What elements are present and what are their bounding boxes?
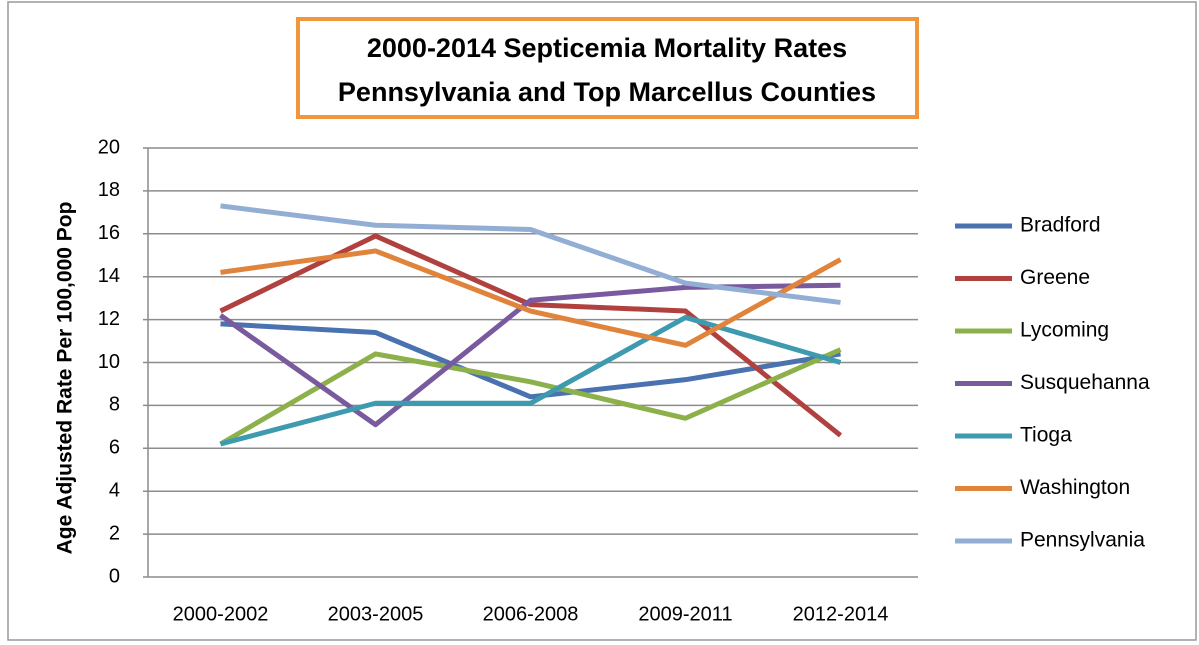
y-tick-label: 14 <box>98 265 120 287</box>
title-box <box>296 17 919 119</box>
y-tick-label: 10 <box>98 351 120 373</box>
series-line <box>219 233 843 438</box>
y-tick-label: 8 <box>109 394 120 416</box>
x-tick-label: 2003-2005 <box>328 603 424 625</box>
y-tick-label: 6 <box>109 437 120 459</box>
legend-label: Bradford <box>1020 214 1101 237</box>
y-axis-label: Age Adjusted Rate Per 100,000 Pop <box>54 202 77 555</box>
legend-label: Tioga <box>1020 424 1072 447</box>
series-line <box>220 321 841 400</box>
series-line <box>219 282 841 428</box>
x-tick-label: 2000-2002 <box>173 603 269 625</box>
y-tick-label: 16 <box>98 222 120 244</box>
legend-label: Pennsylvania <box>1020 529 1145 552</box>
legend-label: Greene <box>1020 266 1090 289</box>
legend-label: Lycoming <box>1020 319 1109 342</box>
x-tick-label: 2006-2008 <box>483 603 579 625</box>
legend-label: Washington <box>1020 476 1130 499</box>
y-tick-label: 18 <box>98 179 120 201</box>
series-line <box>220 248 842 348</box>
legend-label: Susquehanna <box>1020 371 1150 394</box>
x-tick-label: 2009-2011 <box>638 603 732 625</box>
series-line <box>219 347 842 447</box>
x-tick-label: 2012-2014 <box>793 603 889 625</box>
y-tick-label: 20 <box>98 136 120 158</box>
y-tick-label: 4 <box>109 479 120 501</box>
y-tick-label: 0 <box>109 565 120 587</box>
chart-title: 2000-2014 Septicemia Mortality Rates <box>367 33 847 63</box>
chart-title: Pennsylvania and Top Marcellus Counties <box>338 77 876 107</box>
chart-border <box>7 1 1197 641</box>
y-tick-label: 12 <box>98 308 120 330</box>
y-tick-label: 2 <box>109 522 120 544</box>
series-line <box>219 314 842 447</box>
series-line <box>220 203 841 305</box>
